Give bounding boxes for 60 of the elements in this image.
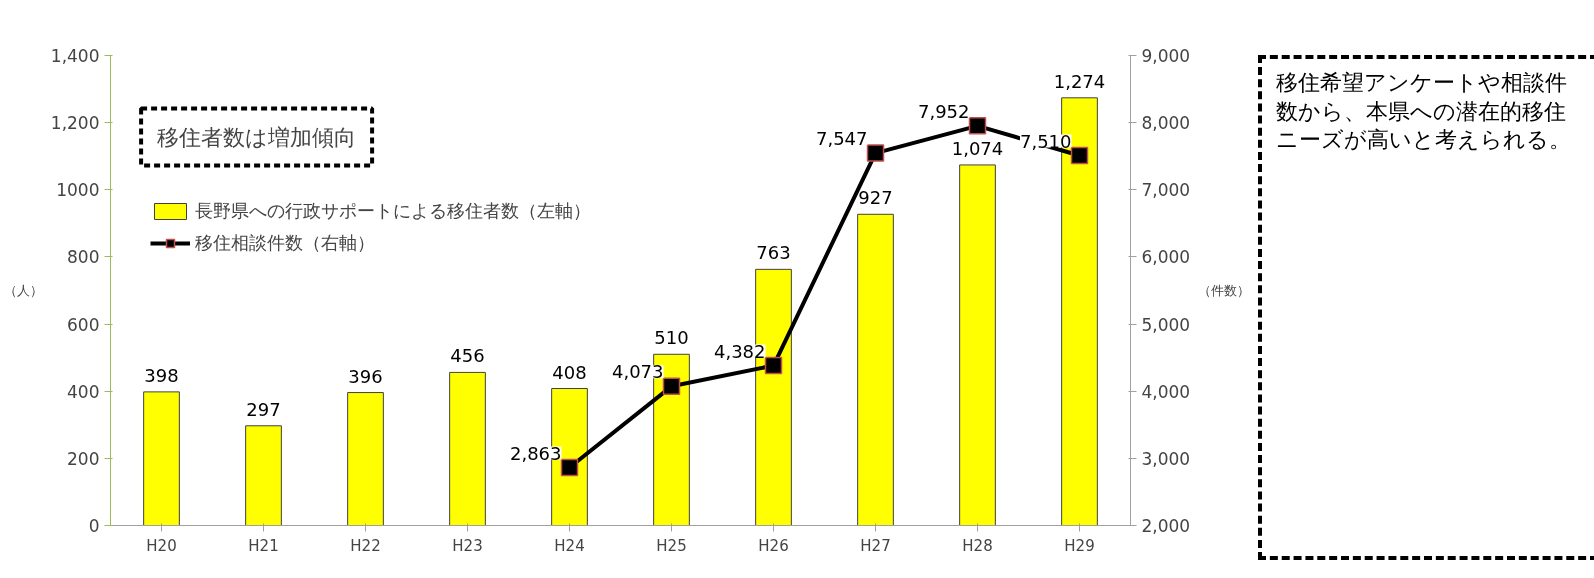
data-label: 1,274 [1053, 70, 1106, 92]
x-tick-label: H22 [350, 536, 381, 555]
y2-tick-label: 7,000 [1141, 180, 1191, 201]
y2-tick-label: 8,000 [1141, 113, 1191, 134]
y-tick-label: 400 [67, 381, 100, 402]
bar [347, 392, 384, 526]
data-label: 927 [858, 187, 893, 209]
data-label: 763 [756, 242, 791, 264]
data-label: 4,073 [611, 361, 664, 383]
y2-tick-label: 5,000 [1141, 314, 1191, 335]
y-tick-label: 200 [67, 448, 100, 469]
x-tick-label: H28 [962, 536, 993, 555]
data-label: 7,952 [917, 100, 970, 122]
legend-label: 移住相談件数（右軸） [195, 231, 375, 255]
y-tick-label: 1,400 [50, 46, 100, 66]
data-label: 396 [348, 365, 383, 387]
data-label: 2,863 [509, 442, 562, 464]
y-tick-label: 600 [67, 314, 100, 335]
point [764, 356, 783, 375]
point [662, 377, 681, 396]
data-label: 408 [552, 361, 587, 383]
y2-tick-label: 9,000 [1141, 46, 1191, 66]
y-tick-label: 1000 [56, 180, 100, 201]
bar [857, 213, 894, 526]
x-tick-label: H29 [1064, 536, 1095, 555]
legend-label: 長野県への行政サポートによる移住者数（左軸） [195, 199, 591, 223]
x-tick-label: H25 [656, 536, 687, 555]
annotation: 移住者数は増加傾向 [157, 124, 357, 150]
data-label: 398 [144, 364, 179, 386]
bar [449, 371, 486, 526]
data-label: 297 [246, 398, 281, 420]
y-tick-label: 0 [88, 516, 100, 536]
y2-tick-label: 3,000 [1141, 448, 1191, 469]
data-label: 4,382 [713, 340, 766, 362]
y2-tick-label: 6,000 [1141, 247, 1191, 268]
x-tick-label: H27 [860, 536, 891, 555]
data-label: 510 [654, 327, 689, 349]
x-tick-label: H21 [248, 536, 279, 555]
point [1070, 146, 1089, 165]
y-tick-label: 800 [67, 247, 100, 268]
data-label: 456 [450, 345, 485, 367]
y-axis-title: （人） [3, 283, 43, 298]
point [968, 117, 987, 135]
bar [245, 425, 282, 526]
x-tick-label: H20 [146, 536, 177, 555]
y2-tick-label: 2,000 [1141, 516, 1191, 536]
y-tick-label: 1,200 [50, 113, 100, 134]
data-label: 7,510 [1019, 130, 1072, 152]
x-tick-label: H24 [554, 536, 585, 555]
x-tick-label: H23 [452, 536, 483, 555]
point [560, 458, 579, 477]
bar [143, 391, 180, 526]
y2-axis-title: （件数） [1198, 283, 1251, 298]
point [866, 144, 885, 162]
data-label: 7,547 [815, 128, 868, 150]
y2-tick-label: 4,000 [1141, 381, 1191, 402]
x-tick-label: H26 [758, 536, 789, 555]
bar [959, 164, 996, 526]
data-label: 1,074 [951, 137, 1004, 159]
text: 移住希望アンケートや相談件数から、本県への潜在的移住ニーズが高いと考えられる。 [1276, 69, 1572, 155]
